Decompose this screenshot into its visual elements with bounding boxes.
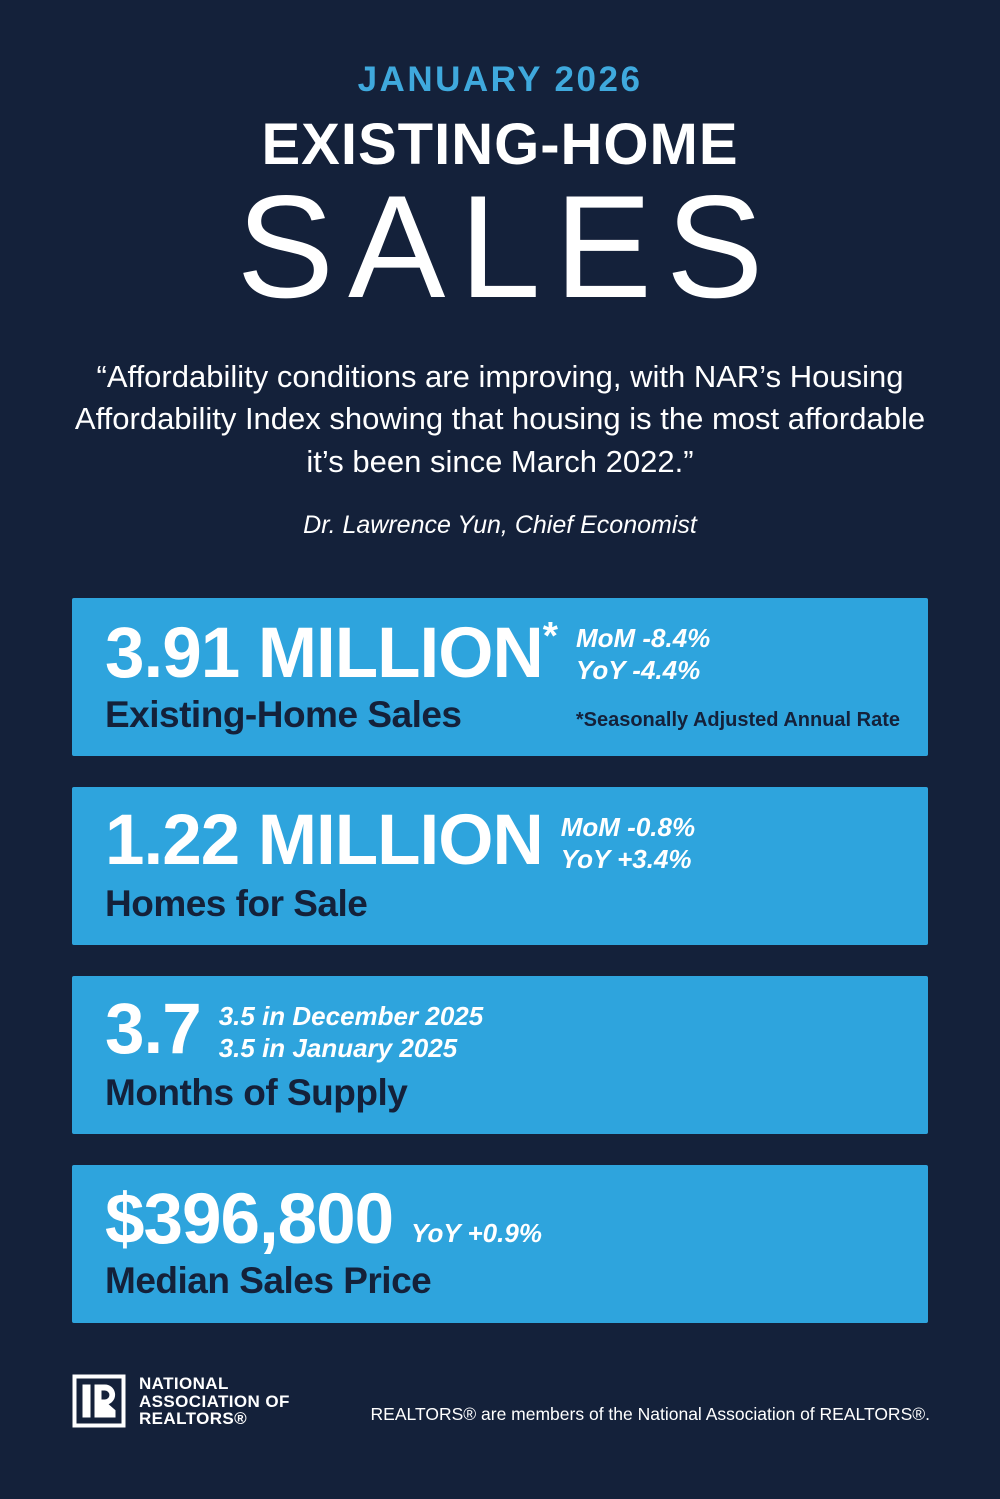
quote-attribution: Dr. Lawrence Yun, Chief Economist <box>303 510 697 539</box>
stat-note-january: 3.5 in January 2025 <box>218 1033 458 1064</box>
economist-quote: “Affordability conditions are improving,… <box>74 359 926 479</box>
asterisk-superscript: * <box>542 614 558 658</box>
stat-value-months-of-supply: 3.7 <box>105 990 202 1070</box>
stat-note-mom: MoM -0.8% <box>560 812 696 843</box>
stat-note-yoy: YoY -4.4% <box>575 654 701 685</box>
stat-note-december: 3.5 in December 2025 <box>218 1001 484 1032</box>
stat-value-existing-home-sales: 3.91 MILLION* <box>105 613 558 693</box>
seasonally-adjusted-footnote: *Seasonally Adjusted Annual Rate <box>575 709 900 732</box>
stat-note-yoy: YoY +0.9% <box>411 1217 542 1248</box>
stat-value-homes-for-sale: 1.22 MILLION <box>105 801 544 881</box>
stat-card-homes-for-sale: 1.22 MILLION MoM -0.8% YoY +3.4% Homes f… <box>72 787 928 945</box>
stat-label-median-sales-price: Median Sales Price <box>105 1260 432 1302</box>
org-line-1: NATIONAL <box>139 1374 229 1393</box>
stat-cards: 3.91 MILLION* MoM -8.4% YoY -4.4% Existi… <box>72 598 928 1354</box>
stat-card-existing-home-sales: 3.91 MILLION* MoM -8.4% YoY -4.4% Existi… <box>72 598 928 756</box>
nar-brand-block: NATIONAL ASSOCIATION OF REALTORS® <box>72 1374 290 1428</box>
title-line-existing-home: EXISTING-HOME <box>261 112 739 177</box>
org-line-3: REALTORS® <box>139 1409 248 1429</box>
nar-org-name: NATIONAL ASSOCIATION OF REALTORS® <box>139 1375 290 1428</box>
realtors-disclaimer: REALTORS® are members of the National As… <box>370 1404 930 1424</box>
stat-card-months-of-supply: 3.7 3.5 in December 2025 3.5 in January … <box>72 976 928 1134</box>
stat-label-months-of-supply: Months of Supply <box>105 1071 408 1113</box>
stat-label-homes-for-sale: Homes for Sale <box>105 882 368 924</box>
nar-logo-icon <box>72 1374 126 1428</box>
stat-value-median-sales-price: $396,800 <box>105 1179 394 1259</box>
stat-notes: 3.5 in December 2025 3.5 in January 2025 <box>219 996 484 1064</box>
stat-label-existing-home-sales: Existing-Home Sales <box>105 694 462 736</box>
stat-note-mom: MoM -8.4% <box>575 622 711 653</box>
stat-note-yoy: YoY +3.4% <box>560 844 692 875</box>
stat-notes: MoM -0.8% YoY +3.4% <box>561 807 695 875</box>
stat-notes: MoM -8.4% YoY -4.4% <box>576 618 710 686</box>
stat-card-median-sales-price: $396,800 YoY +0.9% Median Sales Price <box>72 1165 928 1323</box>
report-month: JANUARY 2026 <box>357 60 643 99</box>
title-line-sales: SALES <box>236 165 778 328</box>
org-line-2: ASSOCIATION OF <box>139 1391 290 1411</box>
stat-notes: YoY +0.9% <box>411 1218 542 1254</box>
footer: NATIONAL ASSOCIATION OF REALTORS® REALTO… <box>72 1374 930 1428</box>
